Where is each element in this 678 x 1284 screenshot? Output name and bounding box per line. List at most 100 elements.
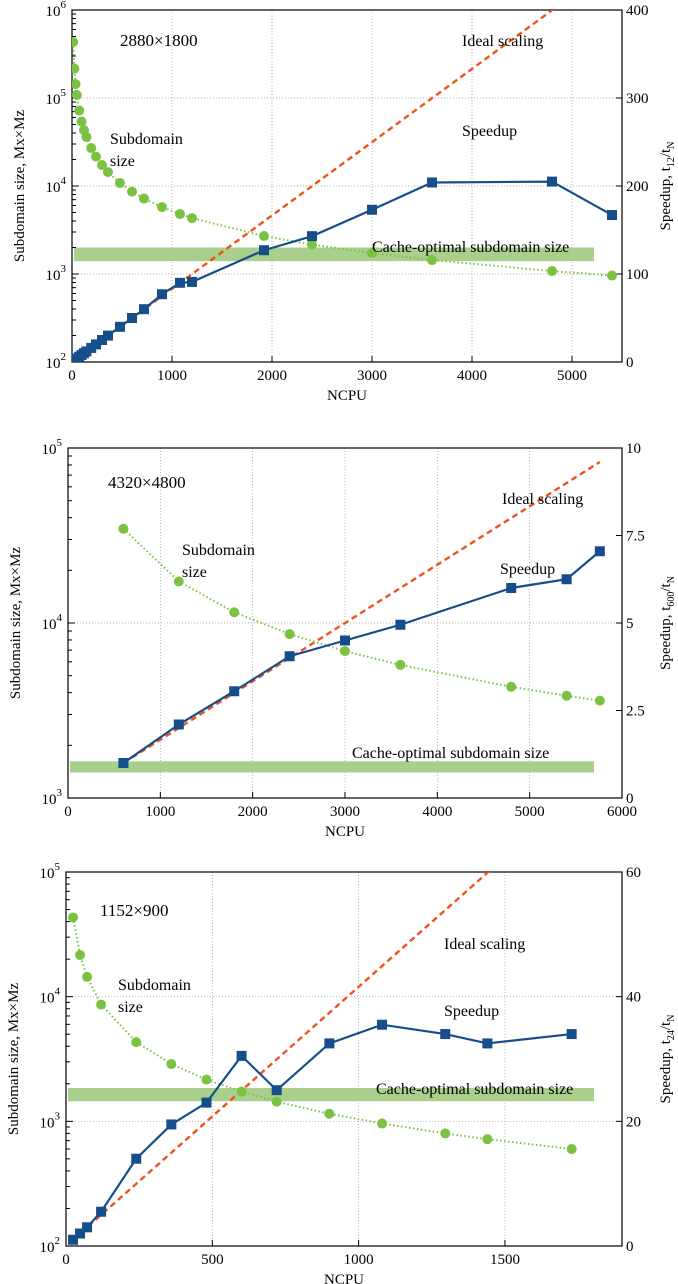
subdomain-size-point bbox=[175, 209, 185, 220]
y-right-tick-label: 7.5 bbox=[626, 529, 645, 545]
y-left-tick-label: 106 bbox=[46, 0, 67, 20]
x-tick-label: 1500 bbox=[490, 1252, 520, 1268]
cache-optimal-label: Cache-optimal subdomain size bbox=[376, 1081, 573, 1098]
y-left-tick-label: 103 bbox=[42, 787, 63, 808]
speedup-point bbox=[229, 686, 240, 697]
subdomain-label: Subdomain bbox=[118, 977, 191, 994]
subdomain-size-point bbox=[75, 949, 86, 960]
subdomain-size-point bbox=[157, 202, 167, 213]
speedup-point bbox=[440, 1029, 451, 1040]
speedup-point bbox=[307, 231, 317, 242]
subdomain-size-point bbox=[76, 116, 87, 127]
y-left-axis-label: Subdomain size, Mx×Mz bbox=[6, 983, 22, 1136]
y-right-tick-label: 400 bbox=[626, 3, 649, 19]
subdomain-size-point bbox=[86, 143, 97, 154]
speedup-point bbox=[118, 758, 129, 768]
y-left-axis-label: Subdomain size, Mx×Mz bbox=[8, 547, 24, 700]
subdomain-size-point bbox=[74, 105, 85, 116]
subdomain-size-point bbox=[271, 1096, 282, 1107]
subdomain-size-point bbox=[506, 681, 517, 692]
speedup-point bbox=[96, 1206, 107, 1217]
subdomain-size-point bbox=[566, 1143, 577, 1154]
speedup-point bbox=[506, 583, 517, 593]
x-tick-label: 1000 bbox=[344, 1252, 374, 1268]
y-right-tick-label: 100 bbox=[626, 267, 649, 283]
grid bbox=[66, 872, 622, 1246]
speedup-point bbox=[91, 339, 101, 350]
speedup-line bbox=[72, 180, 613, 362]
subdomain-label: Subdomain bbox=[110, 131, 183, 148]
y-right-tick-label: 40 bbox=[626, 990, 641, 1006]
speedup-point bbox=[561, 574, 572, 585]
subdomain-size-point bbox=[395, 659, 406, 670]
y-left-tick-label: 105 bbox=[42, 437, 63, 458]
y-right-tick-label: 300 bbox=[626, 91, 649, 107]
subdomain-size-point bbox=[103, 167, 113, 178]
x-axis-label: NCPU bbox=[324, 1272, 364, 1284]
speedup-point bbox=[236, 1050, 247, 1061]
speedup-point bbox=[367, 204, 377, 215]
y-right-axis-label: Speedup, t600/tN bbox=[658, 576, 677, 670]
y-left-tick-label: 104 bbox=[46, 175, 67, 196]
subdomain-size-point bbox=[201, 1074, 212, 1085]
speedup-point bbox=[103, 330, 113, 341]
subdomain-size-point bbox=[440, 1128, 451, 1139]
y-left-tick-label: 102 bbox=[40, 1235, 61, 1256]
subdomain-size-label: size bbox=[110, 153, 135, 170]
speedup-point bbox=[259, 245, 269, 256]
ideal-scaling-label: Ideal scaling bbox=[444, 936, 525, 953]
y-left-tick-label: 104 bbox=[40, 986, 61, 1007]
y-right-tick-label: 2.5 bbox=[626, 704, 645, 720]
subdomain-size-point bbox=[81, 132, 92, 143]
ideal-scaling-line bbox=[72, 872, 491, 1241]
grid bbox=[72, 10, 622, 362]
subdomain-size-point bbox=[340, 646, 350, 657]
x-tick-label: 6000 bbox=[607, 804, 637, 820]
resolution-label: 1152×900 bbox=[100, 901, 168, 920]
speedup-point bbox=[157, 289, 167, 300]
subdomain-size-point bbox=[427, 255, 437, 266]
speedup-point bbox=[324, 1038, 335, 1049]
cache-optimal-band bbox=[68, 1088, 594, 1102]
y-left-tick-label: 102 bbox=[46, 351, 67, 372]
x-tick-label: 4000 bbox=[457, 368, 487, 384]
subdomain-size-point bbox=[377, 1118, 388, 1129]
speedup-point bbox=[175, 277, 185, 288]
ideal-scaling-label: Ideal scaling bbox=[462, 33, 543, 50]
speedup-point bbox=[127, 313, 137, 323]
y-right-tick-label: 60 bbox=[626, 865, 641, 881]
speedup-point bbox=[377, 1019, 388, 1030]
y-right-axis-label: Speedup, t12/tN bbox=[658, 142, 677, 231]
subdomain-size-point bbox=[96, 999, 107, 1010]
subdomain-label: Subdomain bbox=[182, 542, 255, 559]
subdomain-size-point bbox=[324, 1108, 335, 1119]
speedup-point bbox=[566, 1029, 577, 1040]
subdomain-size-point bbox=[115, 178, 125, 189]
subdomain-size-point bbox=[72, 63, 80, 74]
y-right-tick-label: 20 bbox=[626, 1114, 641, 1130]
chart-1: 0 1000 2000 3000 4000 5000 102 103 104 105 106 0 100… bbox=[12, 0, 677, 404]
speedup-line bbox=[122, 550, 601, 764]
speedup-point bbox=[166, 1119, 177, 1130]
cache-optimal-band bbox=[74, 247, 594, 262]
y-right-tick-label: 10 bbox=[626, 441, 641, 457]
axis-ticks bbox=[65, 871, 622, 1247]
x-tick-label: 1000 bbox=[145, 804, 175, 820]
y-right-tick-label: 5 bbox=[626, 616, 634, 632]
speedup-point bbox=[139, 304, 149, 315]
speedup-label: Speedup bbox=[444, 1003, 499, 1020]
subdomain-size-point bbox=[187, 213, 197, 224]
cache-optimal-band bbox=[70, 761, 594, 773]
speedup-point bbox=[271, 1085, 282, 1096]
speedup-label: Speedup bbox=[500, 561, 555, 578]
speedup-point bbox=[340, 635, 350, 646]
cache-optimal-label: Cache-optimal subdomain size bbox=[372, 239, 569, 256]
subdomain-size-point bbox=[139, 193, 149, 204]
x-tick-label: 2000 bbox=[238, 804, 268, 820]
y-left-tick-label: 103 bbox=[46, 263, 67, 284]
x-axis-label: NCPU bbox=[327, 388, 367, 404]
y-right-tick-label: 0 bbox=[626, 791, 634, 807]
subdomain-size-label: size bbox=[118, 999, 143, 1016]
subdomain-size-point bbox=[173, 576, 184, 587]
speedup-point bbox=[201, 1097, 212, 1108]
